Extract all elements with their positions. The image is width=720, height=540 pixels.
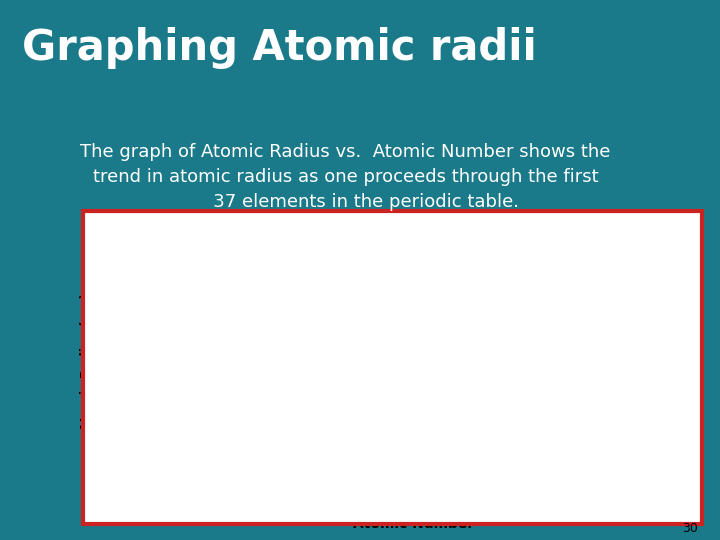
X-axis label: Atomic Number: Atomic Number — [354, 517, 474, 531]
Y-axis label: Atomic Radius (nm): Atomic Radius (nm) — [80, 293, 93, 431]
Text: Graphing Atomic radii: Graphing Atomic radii — [22, 27, 536, 69]
Title: Atomic Radius vs Atomic Number: Atomic Radius vs Atomic Number — [271, 209, 557, 224]
Text: 30: 30 — [683, 522, 698, 535]
Text: The graph of Atomic Radius vs.  Atomic Number shows the
trend in atomic radius a: The graph of Atomic Radius vs. Atomic Nu… — [81, 143, 611, 211]
